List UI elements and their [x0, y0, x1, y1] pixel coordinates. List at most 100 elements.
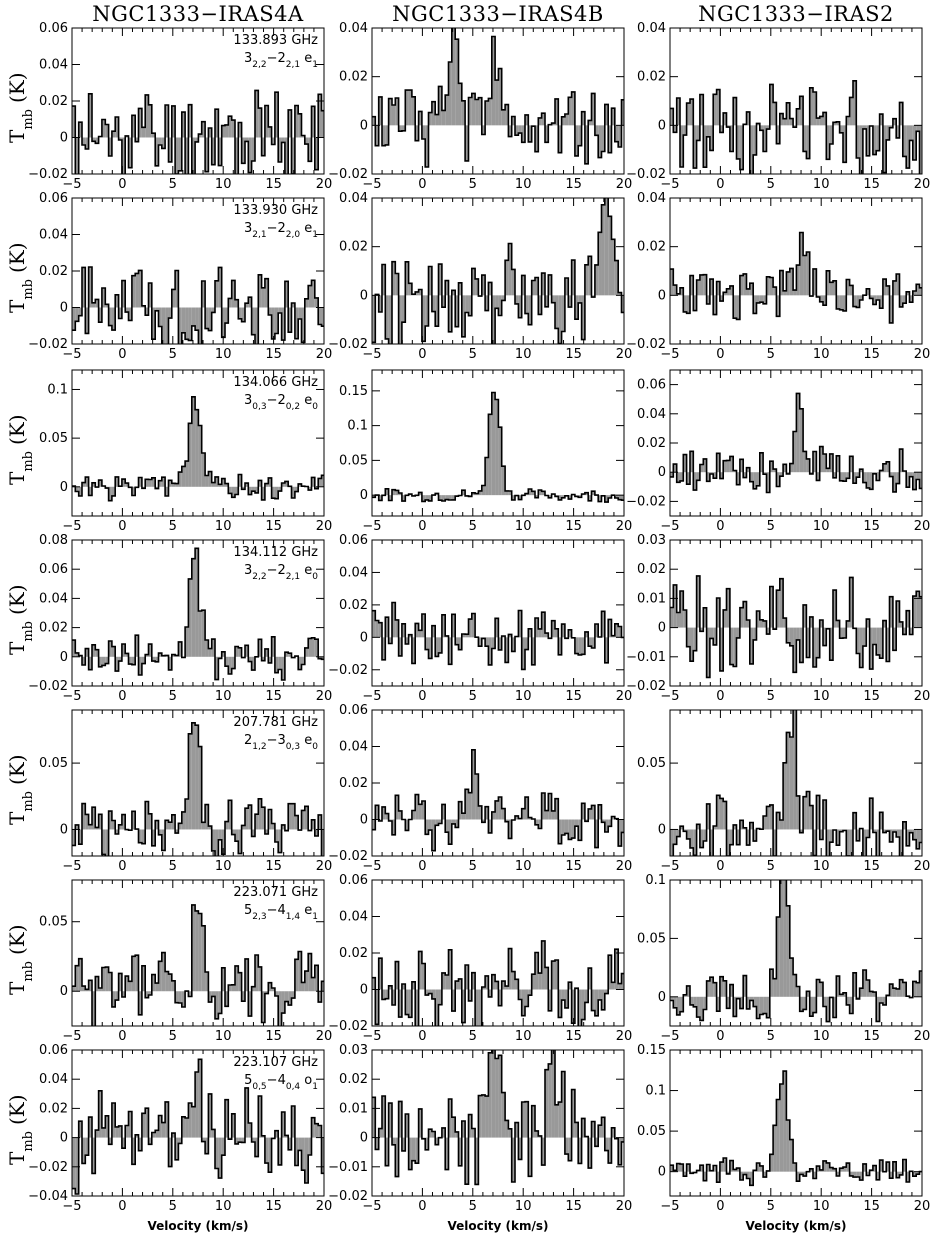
spectrum-bin — [311, 637, 315, 657]
panel-frame — [669, 709, 923, 857]
spectrum-bin — [168, 137, 172, 162]
y-tick-label: 0.04 — [339, 191, 368, 206]
spectrum-bin — [425, 495, 429, 500]
panel-r4-c1: −5 0 5 10 15 20−0.0200.020.040.060.08134.112 … — [5, 533, 332, 704]
spectrum-bin — [375, 1137, 379, 1150]
panel-frame — [371, 197, 625, 345]
x-tick-label: 5 — [469, 519, 477, 534]
spectrum-bin — [178, 641, 182, 657]
spectrum-bin — [544, 967, 549, 990]
spectrum-series — [372, 749, 624, 852]
y-tick-label: 0.02 — [339, 240, 368, 255]
spectrum-bin — [175, 270, 179, 308]
y-tick-label: −0.02 — [328, 337, 368, 352]
spectrum-bin — [739, 607, 744, 628]
spectrum-bin — [188, 733, 192, 830]
spectrum-bin — [846, 116, 850, 126]
spectrum-bin — [515, 295, 519, 304]
spectrum-line — [670, 231, 922, 324]
y-tick-label: 0.02 — [39, 264, 68, 279]
spectrum-bin — [221, 967, 226, 992]
spectrum-bin — [919, 829, 922, 843]
spectrum-bin — [155, 486, 159, 489]
spectrum-bin — [769, 461, 774, 473]
y-tick-label: 0.04 — [339, 565, 368, 580]
spectrum-bin — [876, 627, 880, 655]
spectrum-bin — [561, 1071, 565, 1138]
spectrum-bin — [746, 620, 750, 628]
spectrum-bin — [696, 472, 700, 481]
spectrum-bin — [534, 277, 539, 296]
spectrum-bin — [799, 96, 804, 126]
spectrum-bin — [304, 298, 309, 308]
spectrum-bin — [803, 996, 807, 1010]
spectrum-bin — [495, 800, 499, 820]
x-tick-label: 0 — [716, 1029, 724, 1044]
spectrum-bin — [869, 798, 873, 830]
spectrum-bin — [405, 90, 409, 126]
spectrum-bin — [902, 627, 907, 635]
spectrum-bin — [803, 255, 807, 296]
spectrum-bin — [244, 483, 249, 487]
spectrum-bin — [264, 829, 269, 834]
spectrum-bin — [773, 102, 777, 126]
spectrum-bin — [128, 1111, 132, 1138]
spectrum-bin — [231, 486, 235, 498]
spectrum-bin — [314, 297, 319, 308]
spectrum-bin — [809, 805, 814, 830]
spectrum-bin — [141, 829, 146, 844]
spectrum-bin — [215, 1137, 219, 1169]
spectrum-bin — [723, 112, 727, 126]
spectrum-bin — [511, 637, 516, 652]
spectrum-bin — [796, 393, 800, 473]
spectrum-bin — [819, 829, 824, 840]
spectrum-bin — [852, 80, 857, 126]
spectrum-bin — [421, 614, 426, 638]
spectrum-bin — [145, 1108, 149, 1138]
spectrum-bin — [178, 472, 182, 487]
y-tick-label: 0 — [60, 480, 68, 495]
transition-quantum-numbers: 32,1−22,0 e1 — [244, 221, 318, 240]
spectrum-bin — [909, 472, 913, 477]
spectrum-bin — [375, 805, 379, 820]
spectrum-bin — [703, 125, 707, 168]
transition-frequency: 134.112 GHz — [233, 545, 318, 560]
spectrum-bin — [773, 469, 777, 473]
y-tick-label: 0 — [658, 288, 666, 303]
spectrum-bin — [455, 39, 459, 126]
spectrum-bin — [766, 996, 770, 1018]
spectrum-bin — [168, 822, 172, 830]
spectrum-bin — [670, 829, 674, 856]
spectrum-bin — [706, 803, 710, 830]
spectrum-bin — [693, 829, 697, 856]
spectrum-bin — [541, 940, 545, 990]
spectrum-bin — [228, 116, 232, 138]
spectrum-bin — [258, 639, 262, 657]
spectrum-bin — [108, 1137, 112, 1145]
spectrum-bin — [839, 829, 843, 832]
spectrum-bin — [205, 307, 209, 329]
x-tick-label: 10 — [515, 519, 532, 534]
spectrum-bin — [614, 260, 619, 296]
spectrum-bin — [418, 630, 422, 638]
spectrum-bin — [372, 610, 376, 638]
spectrum-bin — [284, 481, 289, 487]
y-tick-label: 0.02 — [339, 776, 368, 791]
spectrum-bin — [171, 654, 176, 657]
spectrum-bin — [98, 814, 102, 830]
spectrum-bin — [508, 490, 512, 496]
spectrum-bin — [796, 795, 800, 830]
spectrum-bin — [75, 137, 79, 174]
spectrum-bin — [398, 295, 402, 344]
spectrum-bin — [601, 819, 605, 823]
spectrum-bin — [95, 1130, 99, 1138]
spectrum-bin — [786, 1120, 790, 1172]
spectrum-bin — [723, 801, 727, 830]
spectrum-bin — [108, 811, 112, 830]
spectrum-bin — [842, 295, 847, 311]
spectrum-bin — [485, 457, 489, 496]
spectrum-bin — [234, 486, 239, 495]
spectrum-bin — [729, 627, 734, 665]
spectrum-bin — [604, 819, 609, 832]
spectrum-bin — [736, 627, 740, 638]
